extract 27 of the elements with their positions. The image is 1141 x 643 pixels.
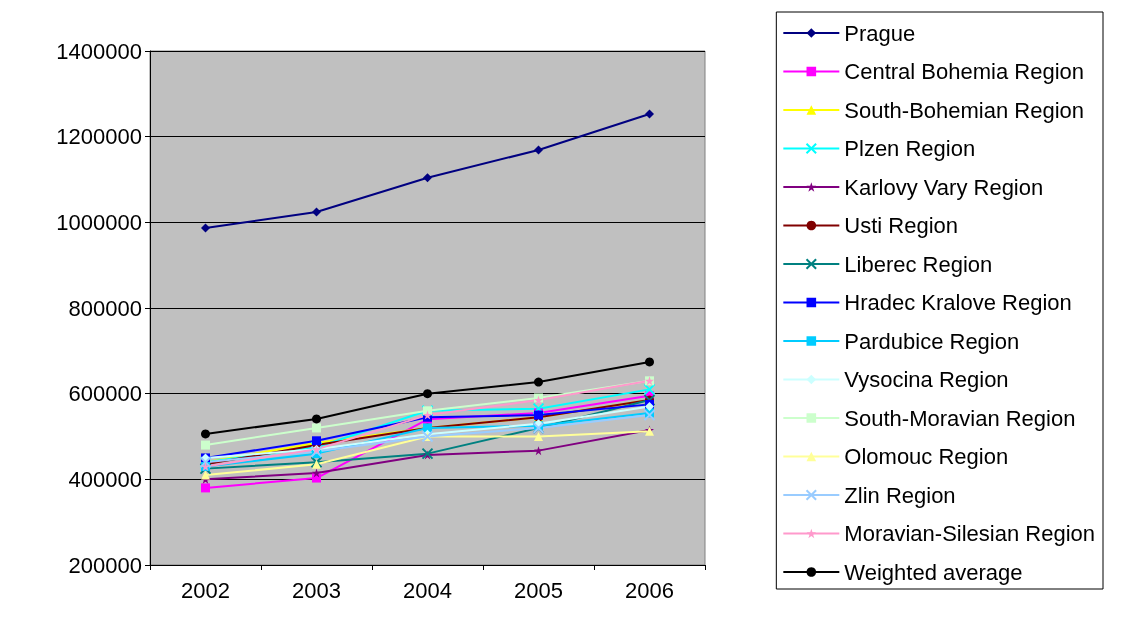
legend-label: Karlovy Vary Region	[844, 174, 1044, 200]
legend-label: Liberec Region	[844, 251, 993, 277]
legend-label: Prague	[844, 20, 916, 46]
x-tick-label: 2002	[181, 577, 230, 603]
y-tick-label: 600000	[68, 381, 142, 407]
legend-label: South-Bohemian Region	[844, 97, 1085, 123]
legend-label: Usti Region	[844, 213, 959, 238]
y-tick-label: 1400000	[56, 38, 142, 64]
legend-label: Central Bohemia Region	[844, 59, 1085, 84]
x-tick-label: 2006	[625, 577, 674, 603]
legend-label: Moravian-Silesian Region	[844, 521, 1096, 546]
legend-label: Weighted average	[844, 559, 1023, 585]
legend-label: Zlin Region	[844, 482, 956, 508]
y-tick-label: 1200000	[56, 124, 142, 150]
y-tick-label: 800000	[68, 295, 142, 321]
legend-label: Olomouc Region	[844, 444, 1009, 469]
y-tick-label: 1000000	[56, 209, 142, 235]
x-tick-label: 2003	[292, 577, 341, 603]
y-tick-label: 400000	[68, 466, 142, 492]
legend-label: Pardubice Region	[844, 328, 1020, 354]
legend-label: Hradec Kralove Region	[844, 290, 1072, 315]
legend-label: South-Moravian Region	[844, 405, 1076, 431]
x-tick-label: 2005	[514, 577, 563, 603]
legend-label: Plzen Region	[844, 136, 976, 161]
legend-label: Vysocina Region	[844, 367, 1009, 392]
y-tick-label: 200000	[68, 552, 142, 578]
x-tick-label: 2004	[403, 577, 452, 603]
